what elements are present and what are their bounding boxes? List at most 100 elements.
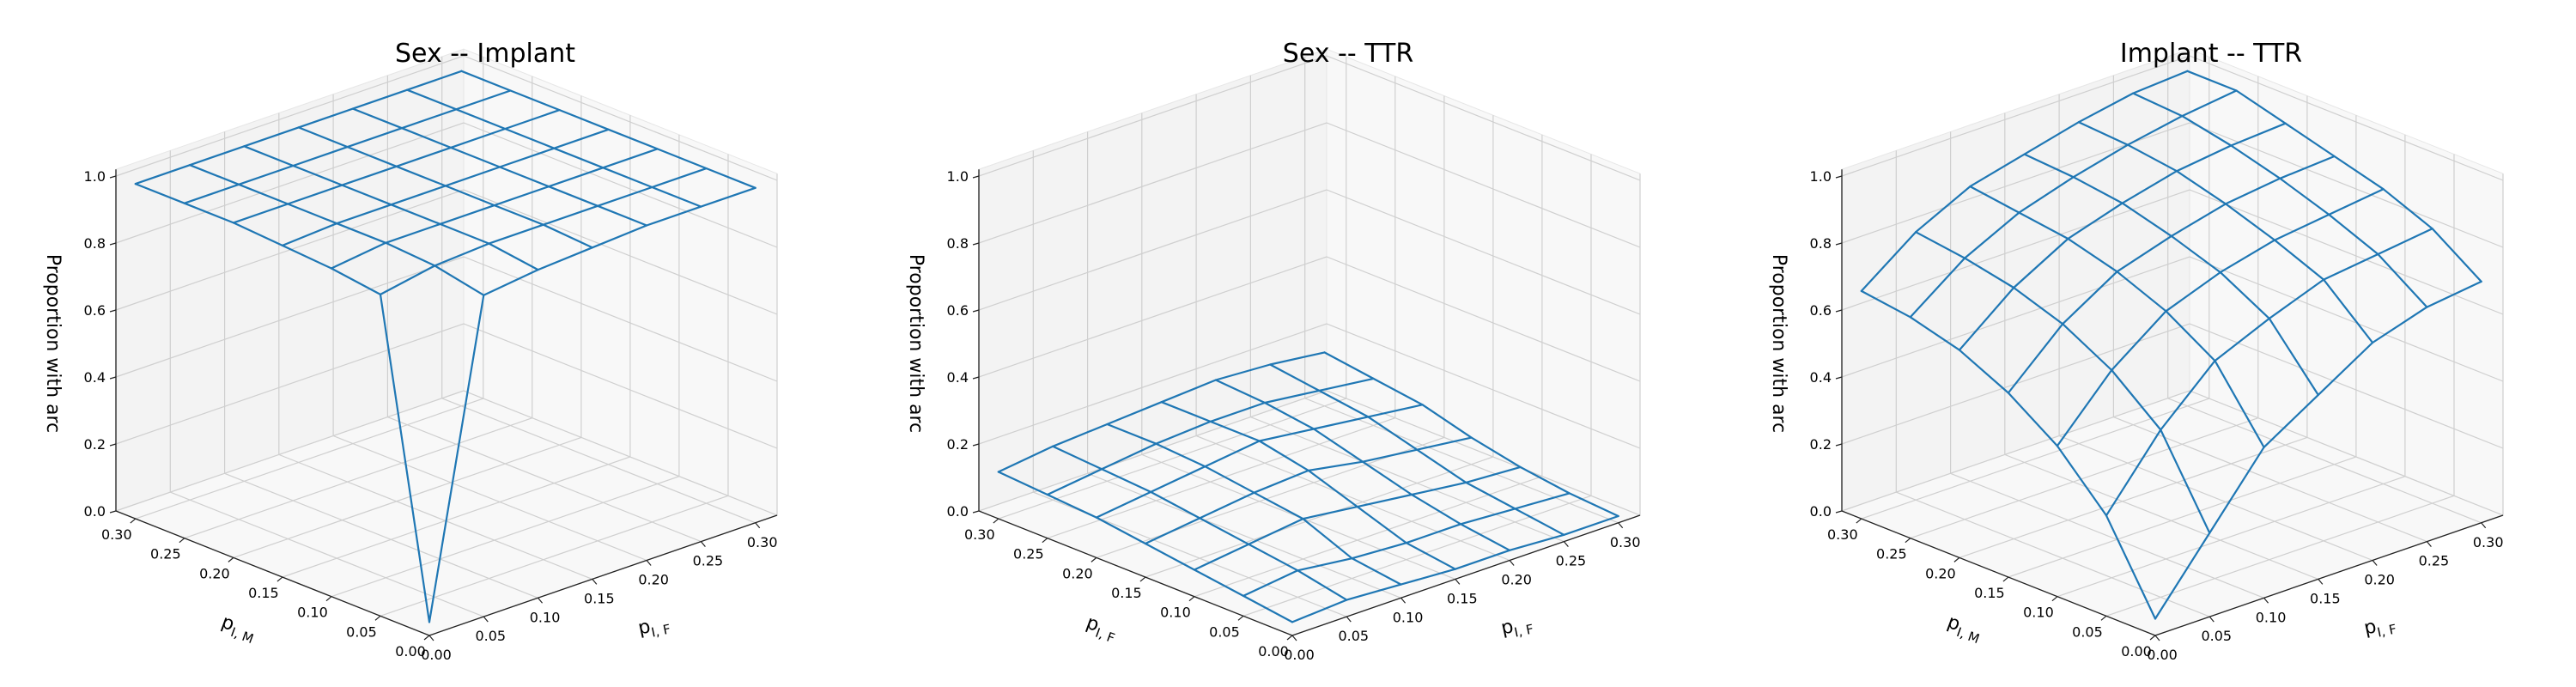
chart-panel-3: 0.00 0.05 0.10 0.15 0.20 0.25 0.30 0.00 0.05 0.10… xyxy=(1768,39,2505,663)
surface-wire-column xyxy=(460,70,756,189)
y-tick-label: 0.00 xyxy=(1258,643,1289,660)
y-tick-mark xyxy=(1188,596,1195,602)
x-axis-line xyxy=(2154,514,2504,636)
y-tick-mark xyxy=(1286,635,1293,641)
x-tick-label: 0.25 xyxy=(1556,553,1587,569)
surface-wire-column xyxy=(1106,423,1402,586)
y-tick-mark xyxy=(423,635,430,641)
z-tick-label: 0.8 xyxy=(1810,235,1832,252)
surface-wire-column xyxy=(297,126,593,249)
x-tick-mark xyxy=(700,541,706,548)
x-tick-label: 0.25 xyxy=(2419,553,2450,569)
x-tick-mark xyxy=(1509,560,1515,566)
y-tick-mark xyxy=(2051,596,2058,602)
y-tick-mark xyxy=(325,596,332,602)
y-tick-label: 0.25 xyxy=(1013,546,1044,562)
z-tick-mark xyxy=(109,376,117,380)
surface-wire-column xyxy=(1915,231,2211,534)
x-tick-label: 0.15 xyxy=(584,590,615,606)
grid-line-z xyxy=(115,122,778,248)
x-axis-line xyxy=(1291,514,1641,636)
z-tick-mark xyxy=(1835,443,1843,447)
y-tick-label: 0.00 xyxy=(2121,643,2152,660)
surface-wire-column xyxy=(2132,92,2428,308)
grid-line-z xyxy=(1841,189,2504,315)
x-tick-mark xyxy=(646,560,652,566)
y-tick-mark xyxy=(1042,538,1048,544)
chart-title: Sex -- Implant xyxy=(395,39,575,69)
grid-line-z xyxy=(1841,55,2504,181)
x-tick-mark xyxy=(2208,616,2215,623)
surface-wire-column xyxy=(1269,363,1565,536)
x-tick-mark xyxy=(1400,597,1406,604)
grid-line-z xyxy=(115,189,778,315)
grid-line-z xyxy=(978,323,1641,449)
grid-line-z xyxy=(1841,323,2504,449)
x-tick-mark xyxy=(538,597,544,604)
z-tick-label: 0.2 xyxy=(947,436,969,453)
z-tick-label: 1.0 xyxy=(947,168,969,185)
y-tick-mark xyxy=(2002,576,2009,582)
z-tick-mark xyxy=(1835,175,1843,179)
chart-title: Sex -- TTR xyxy=(1283,39,1413,69)
y-tick-mark xyxy=(1953,556,1960,562)
surface-wire-column xyxy=(189,164,485,296)
surface-wire-column xyxy=(1051,445,1348,601)
z-tick-label: 0.2 xyxy=(1810,436,1832,453)
y-tick-mark xyxy=(179,538,185,544)
x-tick-label: 0.30 xyxy=(2473,534,2504,550)
z-tick-mark xyxy=(972,175,980,179)
surface-wire-column xyxy=(1323,351,1619,518)
surface-wire-column xyxy=(997,471,1294,623)
x-tick-label: 0.15 xyxy=(2310,590,2341,606)
y-axis-line xyxy=(1841,510,2156,636)
x-tick-mark xyxy=(1563,541,1569,548)
z-axis-label: Proportion with arc xyxy=(42,254,64,433)
x-tick-mark xyxy=(1455,578,1461,585)
y-tick-label: 0.30 xyxy=(101,526,132,543)
x-tick-label: 0.25 xyxy=(693,553,724,569)
x-tick-label: 0.20 xyxy=(2364,572,2395,588)
z-tick-label: 0.0 xyxy=(1810,503,1832,520)
y-tick-label: 0.15 xyxy=(1111,585,1142,601)
surface-wire-column xyxy=(2077,121,2374,344)
y-tick-label: 0.20 xyxy=(1062,565,1093,581)
y-tick-label: 0.30 xyxy=(964,526,995,543)
z-tick-mark xyxy=(109,242,117,246)
x-tick-label: 0.05 xyxy=(475,628,506,644)
y-tick-mark xyxy=(1237,615,1244,621)
surface-wire-column xyxy=(1860,289,2157,620)
z-tick-mark xyxy=(109,510,117,514)
x-tick-mark xyxy=(483,616,489,623)
y-tick-mark xyxy=(1091,556,1097,562)
y-axis-label: pI, M xyxy=(217,611,258,647)
x-tick-mark xyxy=(2481,522,2487,529)
y-tick-label: 0.30 xyxy=(1827,526,1858,543)
z-tick-mark xyxy=(972,510,980,514)
grid-line-z xyxy=(1841,256,2504,382)
y-tick-label: 0.10 xyxy=(1160,605,1191,621)
x-axis-line xyxy=(428,514,778,636)
y-tick-mark xyxy=(1856,518,1862,524)
x-tick-mark xyxy=(2154,635,2160,641)
grid-line-z xyxy=(115,256,778,382)
surface-wire-column xyxy=(243,145,539,271)
x-tick-mark xyxy=(2263,597,2269,604)
grid-line-z xyxy=(978,256,1641,382)
grid-line-z xyxy=(978,390,1641,516)
z-tick-label: 0.4 xyxy=(84,369,106,386)
y-tick-label: 0.05 xyxy=(1209,623,1240,640)
grid-line-z xyxy=(978,55,1641,181)
grid-line-z xyxy=(978,122,1641,248)
z-tick-label: 0.8 xyxy=(84,235,106,252)
y-axis-label: pI, F xyxy=(1082,612,1120,647)
grid-line-z xyxy=(978,189,1641,315)
y-tick-mark xyxy=(2149,635,2156,641)
z-tick-mark xyxy=(109,443,117,447)
y-tick-label: 0.20 xyxy=(1925,565,1956,581)
z-tick-mark xyxy=(972,242,980,246)
y-tick-label: 0.25 xyxy=(150,546,181,562)
x-axis-label: pI, F xyxy=(2362,612,2398,643)
z-axis-label: Proportion with arc xyxy=(1768,254,1789,433)
